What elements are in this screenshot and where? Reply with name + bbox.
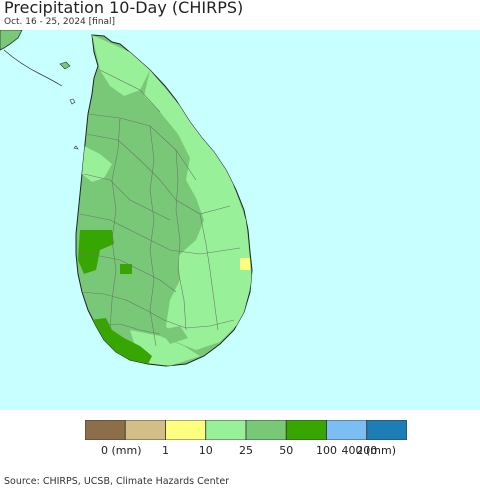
map-subtitle: Oct. 16 - 25, 2024 [final] [4,17,116,27]
legend-swatch [165,420,207,440]
india-coast [0,30,23,51]
legend-swatch [205,420,247,440]
legend-label: 0 (mm) [100,444,142,457]
rain-zone-25-50-northwest [82,146,112,182]
rain-zone-25-50-east [144,70,252,350]
map-title: Precipitation 10-Day (CHIRPS) [4,0,244,17]
legend-swatch [326,420,368,440]
small-island [59,61,71,70]
legend-swatch [85,420,126,440]
islet [73,145,79,150]
rain-zone-50-100-mid [160,326,188,344]
district-boundaries [77,69,241,347]
legend-swatch [285,420,327,440]
legend-label: 10 [198,444,213,457]
rain-zone-100-200-west [78,230,114,274]
precipitation-map [0,30,480,410]
rain-zone-100-200-southwest [90,318,152,364]
legend-label: 200 [356,444,378,457]
rain-zone-25-50-north [92,35,150,96]
islet [69,98,76,105]
legend-label: 100 [316,444,337,457]
source-credit: Source: CHIRPS, UCSB, Climate Hazards Ce… [4,476,230,487]
rain-zone-100-200-patch [120,264,132,274]
rain-zone-10-25-east [240,258,250,270]
legend-swatch [124,420,166,440]
legend-label: 400 (mm) [341,444,397,457]
legend-label: 1 [162,444,169,457]
legend-swatch [366,420,407,440]
legend-label: 50 [279,444,294,457]
legend-swatch [245,420,287,440]
adams-bridge [3,49,63,87]
precipitation-legend [85,420,407,440]
legend-label: 25 [239,444,253,457]
